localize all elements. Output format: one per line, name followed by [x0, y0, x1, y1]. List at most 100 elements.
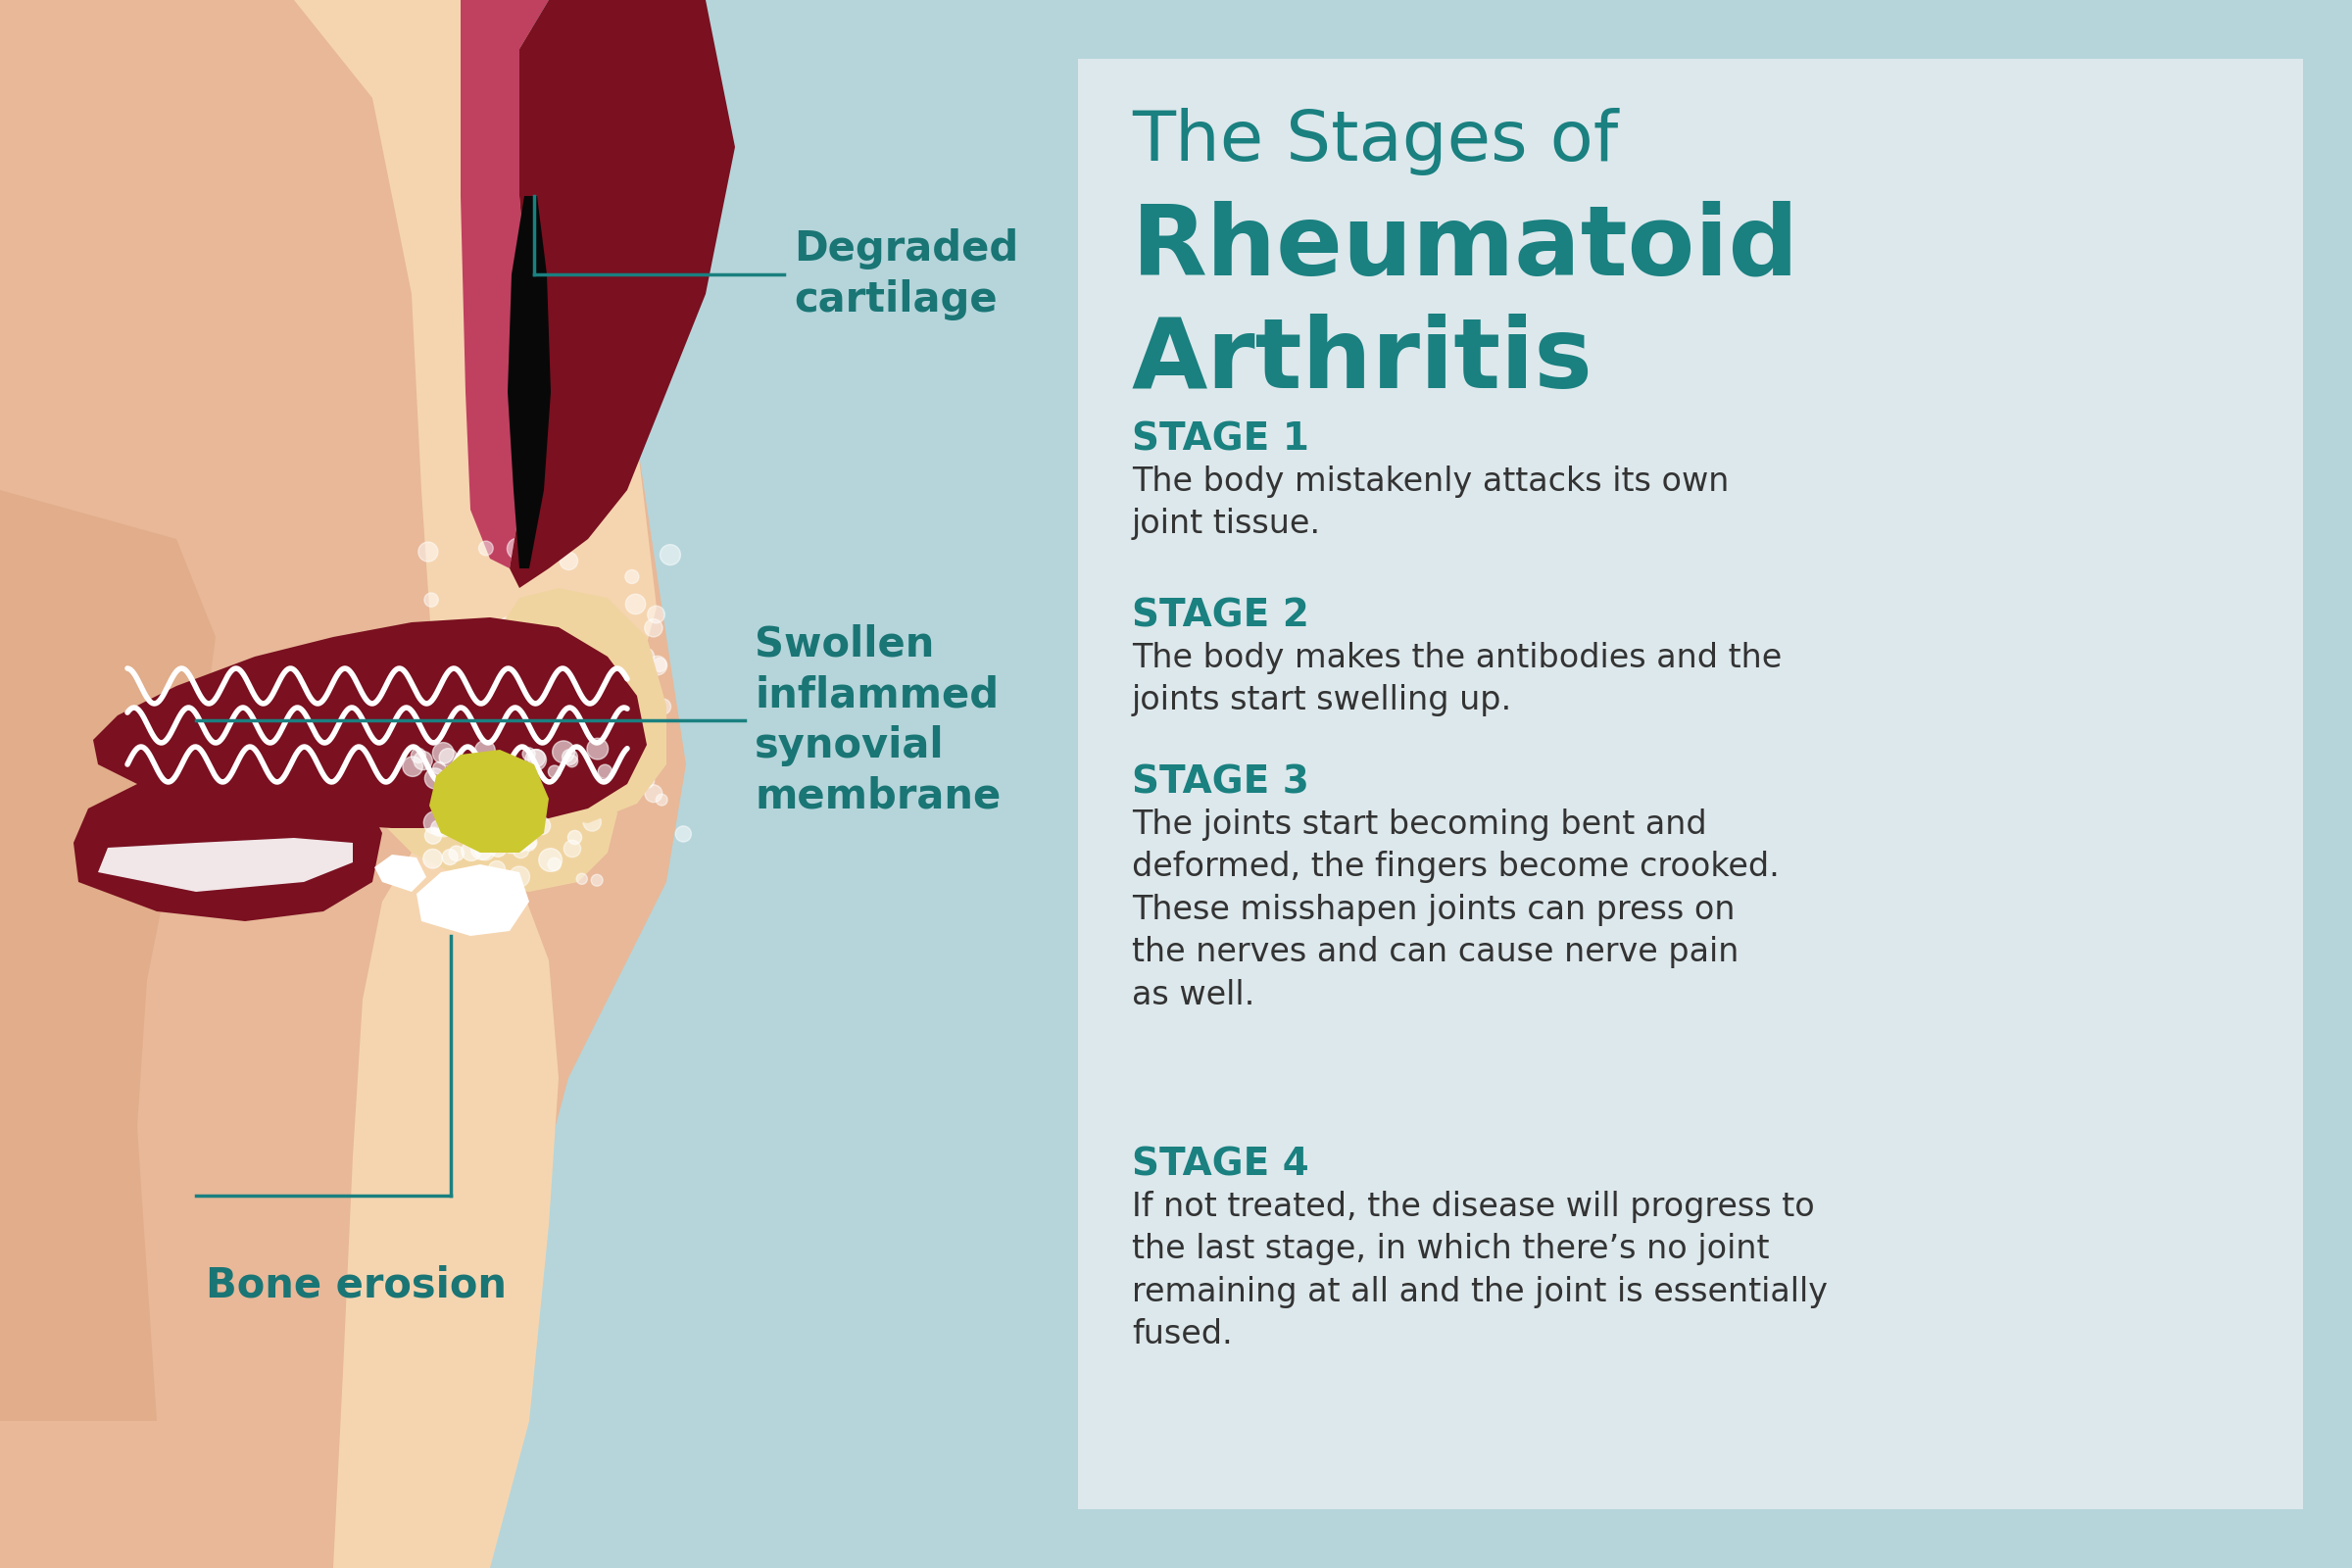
Text: Arthritis: Arthritis [1131, 314, 1592, 409]
Text: The body makes the antibodies and the
joints start swelling up.: The body makes the antibodies and the jo… [1131, 641, 1783, 717]
Circle shape [546, 676, 562, 691]
Circle shape [508, 867, 529, 887]
Circle shape [647, 655, 668, 676]
Circle shape [428, 691, 442, 707]
Circle shape [567, 756, 579, 767]
Circle shape [593, 615, 604, 627]
Circle shape [433, 817, 454, 837]
Circle shape [597, 765, 612, 779]
Circle shape [487, 818, 506, 837]
Circle shape [412, 748, 426, 764]
Circle shape [513, 764, 532, 781]
Circle shape [414, 751, 433, 770]
Circle shape [433, 762, 445, 775]
Circle shape [440, 750, 452, 762]
Circle shape [461, 840, 482, 861]
Circle shape [637, 767, 649, 778]
Circle shape [501, 833, 522, 853]
Circle shape [560, 552, 579, 569]
Circle shape [442, 850, 459, 866]
Polygon shape [0, 0, 687, 1568]
Circle shape [508, 538, 529, 560]
Circle shape [557, 637, 576, 654]
Circle shape [564, 840, 581, 858]
Polygon shape [374, 855, 426, 892]
Circle shape [600, 753, 614, 765]
Text: Degraded
cartilage: Degraded cartilage [795, 229, 1018, 320]
Circle shape [527, 817, 541, 829]
Circle shape [656, 699, 670, 715]
Circle shape [644, 619, 663, 637]
Text: Rheumatoid: Rheumatoid [1131, 201, 1799, 296]
Circle shape [473, 820, 492, 839]
Polygon shape [508, 196, 550, 568]
Circle shape [426, 768, 445, 789]
Circle shape [647, 605, 666, 622]
Circle shape [463, 814, 482, 834]
Text: If not treated, the disease will progress to
the last stage, in which there’s no: If not treated, the disease will progres… [1131, 1190, 1828, 1350]
Text: Bone erosion: Bone erosion [207, 1264, 506, 1305]
Circle shape [499, 695, 515, 713]
Circle shape [590, 875, 602, 886]
Polygon shape [376, 740, 616, 892]
Circle shape [661, 544, 680, 564]
Text: STAGE 3: STAGE 3 [1131, 765, 1310, 801]
Circle shape [402, 756, 423, 776]
Circle shape [548, 765, 560, 778]
Circle shape [494, 764, 508, 778]
Polygon shape [99, 837, 353, 892]
Circle shape [449, 804, 470, 825]
Circle shape [482, 704, 494, 718]
Circle shape [503, 622, 524, 643]
Circle shape [445, 693, 463, 712]
Polygon shape [73, 775, 381, 920]
Circle shape [419, 543, 437, 561]
Polygon shape [510, 0, 734, 588]
Circle shape [513, 842, 529, 858]
Circle shape [524, 750, 546, 770]
Circle shape [423, 811, 447, 834]
Circle shape [532, 817, 550, 834]
Circle shape [506, 806, 520, 820]
Circle shape [506, 787, 517, 798]
Circle shape [656, 793, 668, 806]
Circle shape [604, 748, 623, 765]
Circle shape [461, 792, 485, 814]
Polygon shape [334, 833, 560, 1568]
Circle shape [640, 767, 652, 779]
Circle shape [675, 826, 691, 842]
Circle shape [524, 539, 546, 561]
Circle shape [626, 569, 640, 583]
Circle shape [430, 820, 447, 836]
Circle shape [579, 622, 600, 643]
Circle shape [487, 726, 499, 737]
Circle shape [440, 748, 456, 767]
Circle shape [421, 655, 433, 666]
Polygon shape [416, 864, 529, 936]
Circle shape [562, 750, 579, 765]
Circle shape [473, 663, 485, 674]
Circle shape [524, 836, 536, 848]
Circle shape [522, 748, 536, 760]
Circle shape [423, 850, 442, 869]
Polygon shape [461, 0, 548, 568]
Circle shape [583, 814, 602, 831]
Circle shape [640, 775, 654, 789]
Circle shape [539, 848, 562, 872]
Circle shape [517, 555, 529, 566]
Circle shape [489, 861, 506, 878]
Circle shape [583, 693, 595, 704]
Circle shape [419, 701, 433, 712]
Circle shape [626, 594, 644, 615]
FancyBboxPatch shape [1077, 58, 2303, 1508]
Text: The Stages of: The Stages of [1131, 108, 1618, 176]
Circle shape [576, 873, 588, 884]
Circle shape [567, 831, 581, 845]
Circle shape [423, 713, 440, 731]
Text: The body mistakenly attacks its own
joint tissue.: The body mistakenly attacks its own join… [1131, 466, 1729, 541]
Polygon shape [0, 489, 216, 1421]
Circle shape [546, 538, 557, 550]
Text: Swollen
inflammed
synovial
membrane: Swollen inflammed synovial membrane [755, 624, 1002, 817]
Circle shape [449, 845, 463, 861]
Circle shape [508, 806, 520, 818]
